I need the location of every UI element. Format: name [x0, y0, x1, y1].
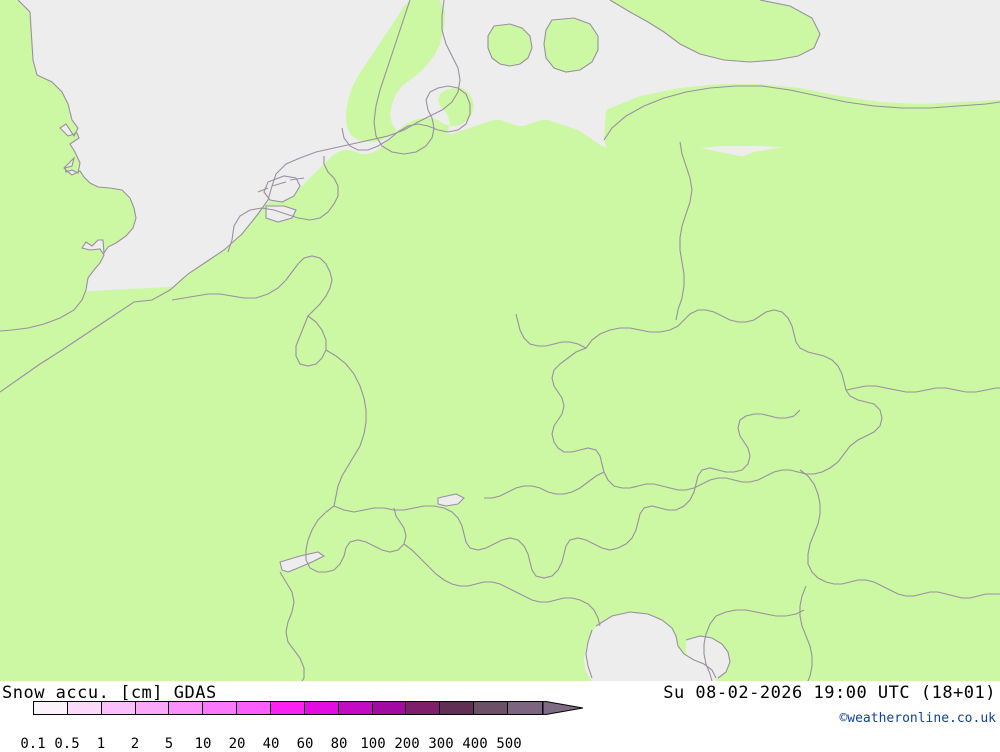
ijsselmeer-outline — [263, 175, 301, 203]
coastline-adriatic — [595, 611, 717, 679]
coastline-venice-lagoon — [685, 635, 731, 679]
border-belgium — [171, 255, 333, 317]
colorbar-segment — [135, 702, 170, 714]
border-switzerland-west — [305, 505, 407, 573]
colorbar-segment — [440, 702, 475, 714]
colorbar-tick-label: 2 — [130, 736, 140, 752]
legend-title: Snow accu. [cm] GDAS — [2, 683, 217, 703]
colorbar-tick-label: 20 — [228, 736, 246, 752]
map-canvas[interactable]: .land { fill: #ccf7a3; stroke: none; } .… — [0, 0, 1000, 681]
colorbar-segment — [271, 702, 305, 714]
colorbar-tick-label: 80 — [330, 736, 348, 752]
colorbar-segment — [169, 702, 204, 714]
border-italy-north — [279, 571, 305, 681]
coastline-scania — [609, 0, 821, 63]
colorbar-segment — [67, 702, 102, 714]
colorbar-tick-label: 5 — [164, 736, 174, 752]
colorbar-segment — [338, 702, 373, 714]
lake-constance-outline — [437, 493, 465, 507]
border-france-germany — [325, 349, 367, 507]
map-graphic: .land { fill: #ccf7a3; stroke: none; } .… — [0, 0, 1000, 681]
colorbar-segment — [304, 702, 339, 714]
colorbar-segment — [203, 702, 238, 714]
colorbar-tick-label: 40 — [262, 736, 280, 752]
coastline-adriatic-inner — [585, 629, 593, 679]
colorbar-overflow-arrow-icon — [543, 701, 583, 715]
lake-geneva — [280, 552, 324, 572]
border-croatia — [715, 609, 805, 617]
colorbar-tick-label: 400 — [462, 736, 488, 752]
legend-footer: Snow accu. [cm] GDAS Su 08-02-2026 19:00… — [0, 681, 1000, 752]
border-austria-germany — [484, 471, 605, 499]
landmass-jutland — [346, 0, 474, 144]
colorbar-segment — [508, 702, 542, 714]
markermeer-outline — [265, 205, 297, 223]
colorbar-tick-label: 300 — [428, 736, 454, 752]
colorbar-segment — [474, 702, 509, 714]
coastline-baltic — [603, 85, 1000, 141]
landmass-baltic-coast — [604, 84, 1000, 170]
valid-time-label: Su 08-02-2026 19:00 UTC (18+01) — [663, 683, 996, 703]
coastline-great-britain — [0, 0, 137, 332]
colorbar-tick-labels: 0.1 0.5 1 2 5 10 20 40 60 80 100 200 300 400 500 — [20, 736, 653, 752]
border-germany-poland — [675, 141, 693, 321]
border-hungary-slovenia — [799, 585, 813, 681]
colorbar-tick-label: 10 — [194, 736, 212, 752]
adriatic-sea — [584, 612, 716, 681]
colorbar-tick-label: 1 — [96, 736, 106, 752]
colorbar-segment — [101, 702, 136, 714]
colorbar-tick-label: 200 — [394, 736, 420, 752]
border-croatia-south — [703, 615, 717, 681]
colorbar-segments[interactable] — [33, 701, 543, 715]
colorbar-tick-label: 60 — [296, 736, 314, 752]
lake-geneva-outline — [279, 551, 326, 573]
colorbar-segment — [406, 702, 441, 714]
border-switzerland — [333, 409, 801, 579]
adriatic-lagoon — [686, 636, 730, 681]
border-netherlands — [227, 156, 339, 253]
border-germany-czech-north — [515, 313, 587, 349]
colorbar-tick-label: 0.5 — [54, 736, 80, 752]
landmass-continent-fill — [0, 142, 1000, 681]
border-austria-hungary — [799, 469, 1000, 599]
landmass-scania — [610, 0, 820, 62]
colorbar-tick-label: 100 — [360, 736, 386, 752]
landmass-sjaelland — [544, 18, 598, 72]
landmass-danish-islands — [488, 24, 532, 66]
coastline-fyn — [487, 23, 533, 67]
colorbar-segment — [34, 702, 68, 714]
border-italy-alps — [403, 543, 601, 627]
colorbar-segment — [237, 702, 272, 714]
landmass-great-britain — [0, 0, 136, 331]
copyright-label: ©weatheronline.co.uk — [839, 711, 996, 726]
colorbar-segment — [372, 702, 407, 714]
border-poland-slovakia — [845, 385, 1000, 393]
coastline-jutland — [341, 0, 471, 155]
colorbar-tick-label: 0.1 — [20, 736, 46, 752]
colorbar-tick-label: 500 — [496, 736, 522, 752]
coastline-sjaelland — [543, 17, 599, 73]
wadden-islands — [257, 177, 305, 193]
coastline-north-sea — [0, 0, 461, 393]
border-czech-republic — [551, 309, 883, 491]
border-luxembourg — [295, 315, 327, 367]
